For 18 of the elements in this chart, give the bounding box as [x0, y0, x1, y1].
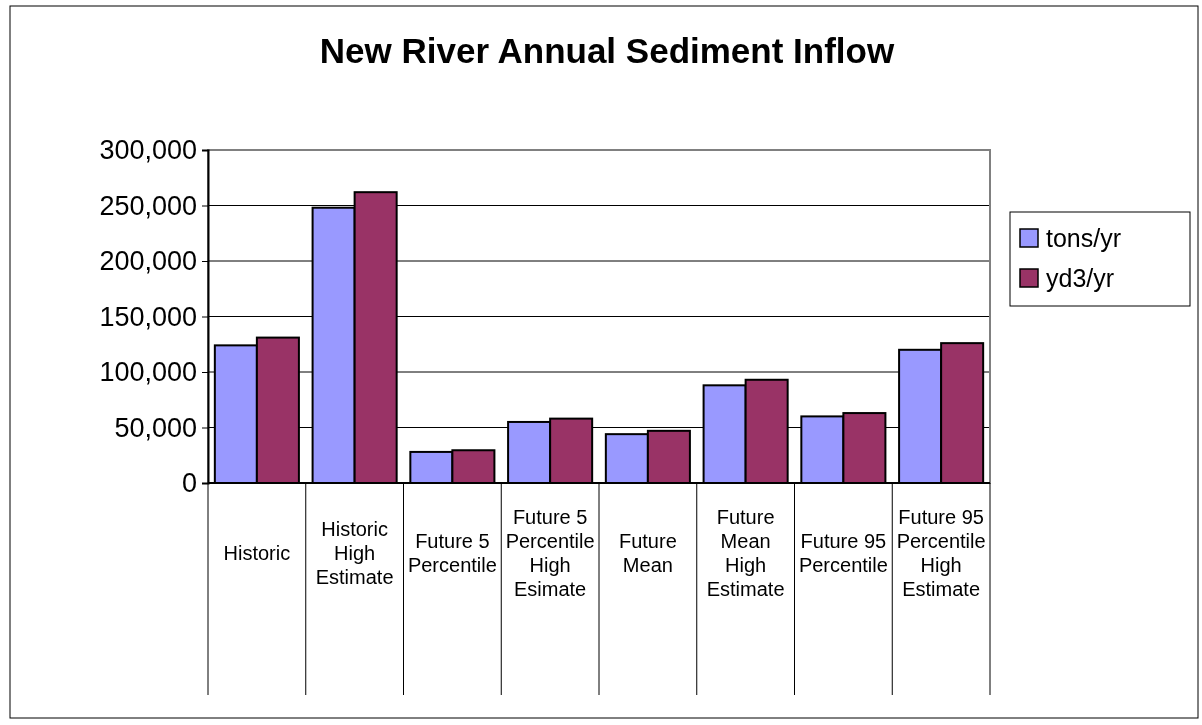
x-tick-label: Future Mean	[618, 530, 677, 576]
x-tick-label: Future Mean High Estimate	[706, 506, 785, 600]
x-tick-label: Historic	[223, 542, 291, 564]
chart-title: New River Annual Sediment Inflow	[319, 31, 895, 70]
x-tick-label: Historic High Estimate	[315, 518, 394, 588]
y-tick-label: 150,000	[99, 301, 197, 332]
y-tick-label: 0	[181, 468, 197, 499]
x-tick-label: Future 5 Percentile High Esimate	[505, 506, 595, 600]
x-tick-label: Future 5 Percentile	[407, 530, 497, 576]
x-tick-label: Future 95 Percentile High Estimate	[896, 506, 986, 600]
y-tick-label: 100,000	[99, 357, 197, 388]
legend-label: tons/yr	[1046, 224, 1122, 252]
x-tick-label: Future 95 Percentile	[798, 530, 888, 576]
y-tick-label: 250,000	[99, 190, 197, 221]
y-tick-label: 300,000	[99, 135, 197, 166]
y-tick-label: 50,000	[114, 412, 197, 443]
legend-label: yd3/yr	[1046, 264, 1115, 292]
y-tick-label: 200,000	[99, 246, 197, 277]
